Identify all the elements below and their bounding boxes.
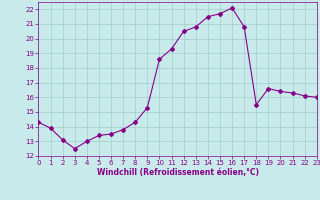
X-axis label: Windchill (Refroidissement éolien,°C): Windchill (Refroidissement éolien,°C) — [97, 168, 259, 177]
